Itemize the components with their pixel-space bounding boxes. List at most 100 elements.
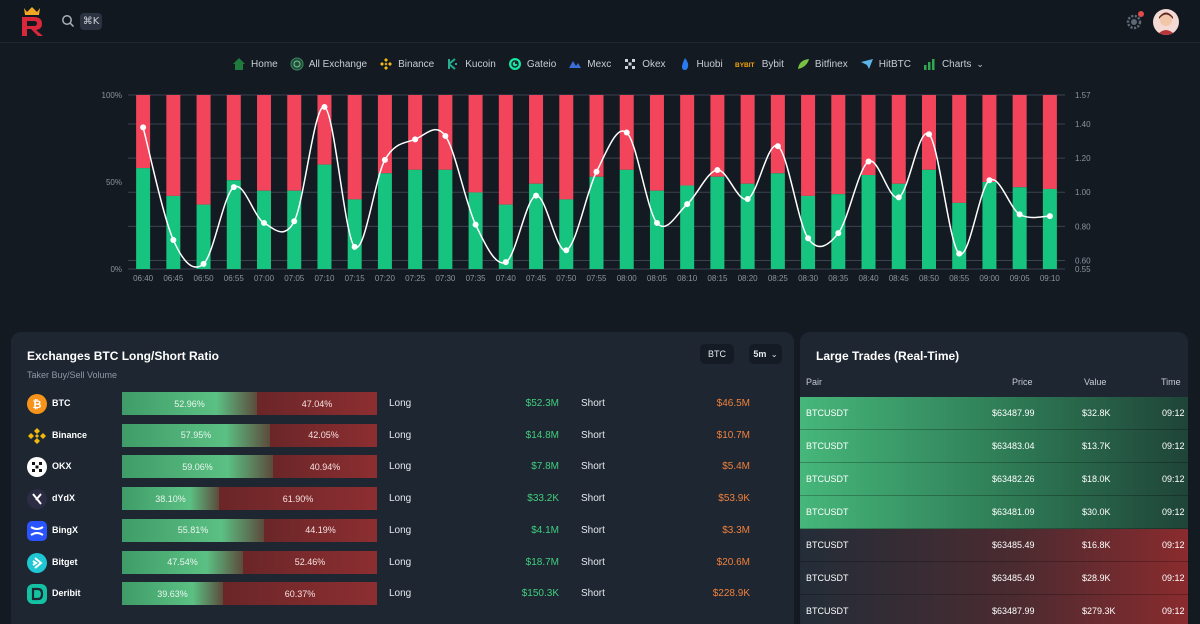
x-axis-tick: 07:10 bbox=[314, 274, 335, 283]
long-value: $18.7M bbox=[525, 556, 559, 568]
mexc-icon bbox=[568, 57, 582, 71]
short-bar bbox=[529, 95, 544, 184]
long-bar bbox=[952, 202, 967, 269]
coin-selector[interactable]: BTC bbox=[700, 344, 734, 364]
nav-item-binance[interactable]: Binance bbox=[379, 57, 434, 71]
short-bar bbox=[1042, 95, 1057, 189]
ratio-bar: 57.95% 42.05% bbox=[122, 423, 377, 447]
x-axis-tick: 08:15 bbox=[707, 274, 728, 283]
nav-item-bybit[interactable]: BYBIT Bybit bbox=[735, 57, 784, 71]
x-axis-tick: 07:30 bbox=[435, 274, 456, 283]
nav-item-bitfinex[interactable]: Bitfinex bbox=[796, 57, 848, 71]
ratio-point bbox=[956, 250, 963, 257]
search-icon[interactable] bbox=[61, 14, 75, 28]
x-axis-tick: 06:50 bbox=[194, 274, 215, 283]
nav-label: All Exchange bbox=[308, 58, 368, 70]
nav-item-hitbtc[interactable]: HitBTC bbox=[860, 57, 911, 71]
trade-time: 09:12 bbox=[1162, 507, 1185, 517]
ratio-point bbox=[653, 219, 660, 226]
ratio-point bbox=[684, 201, 691, 208]
app-logo[interactable] bbox=[18, 6, 46, 38]
ratio-bar: 55.81% 44.19% bbox=[122, 518, 377, 542]
long-value: $7.8M bbox=[531, 461, 559, 473]
trade-time: 09:12 bbox=[1162, 408, 1185, 418]
ratio-point bbox=[895, 194, 902, 201]
nav-item-charts[interactable]: Charts ⌄ bbox=[923, 57, 984, 71]
trade-time: 09:12 bbox=[1162, 441, 1185, 451]
short-label: Short bbox=[581, 556, 605, 568]
trade-time: 09:12 bbox=[1162, 540, 1185, 550]
search-shortcut-badge[interactable]: ⌘K bbox=[80, 13, 102, 30]
long-value: $33.2K bbox=[527, 493, 559, 505]
huobi-icon bbox=[678, 57, 692, 71]
binance-icon bbox=[27, 426, 47, 446]
nav-item-all-exchange[interactable]: All Exchange bbox=[290, 57, 367, 71]
long-bar bbox=[166, 195, 181, 269]
timeframe-dropdown[interactable]: 5m ⌄ bbox=[749, 344, 782, 364]
col-header-time: Time bbox=[1161, 377, 1181, 387]
nav-item-home[interactable]: Home bbox=[232, 57, 278, 71]
long-label: Long bbox=[389, 398, 412, 409]
chart-svg: 1.57 1.40 1.20 1.00 0.80 0.600.55 100% 50% 0% 06:… bbox=[102, 91, 1092, 283]
short-bar bbox=[136, 95, 151, 169]
home-icon bbox=[232, 57, 246, 71]
ratio-point bbox=[351, 243, 358, 250]
x-axis-tick: 09:05 bbox=[1010, 274, 1031, 283]
short-value: $10.7M bbox=[716, 429, 750, 441]
long-pct: 55.81% bbox=[122, 518, 264, 542]
nav-item-gateio[interactable]: Gateio bbox=[508, 57, 556, 71]
ratio-point bbox=[563, 247, 570, 254]
short-bar bbox=[982, 95, 997, 182]
long-bar bbox=[589, 176, 604, 269]
short-value: $5.4M bbox=[722, 461, 750, 473]
charts-icon bbox=[923, 57, 937, 71]
x-axis-tick: 07:15 bbox=[345, 274, 366, 283]
nav-label: Home bbox=[251, 58, 278, 70]
nav-label: Bitfinex bbox=[814, 58, 848, 70]
ratio-point bbox=[1046, 213, 1053, 220]
nav-item-kucoin[interactable]: Kucoin bbox=[446, 57, 496, 71]
col-header-value: Value bbox=[1084, 377, 1107, 387]
long-bar bbox=[770, 173, 785, 269]
long-label: Long bbox=[389, 493, 412, 505]
long-bar bbox=[619, 169, 634, 269]
short-bar bbox=[831, 95, 846, 195]
x-axis-tick: 07:40 bbox=[496, 274, 517, 283]
trade-pair: BTCUSDT bbox=[806, 573, 849, 583]
exchange-name: Deribit bbox=[52, 588, 81, 599]
gear-icon[interactable] bbox=[1126, 14, 1142, 30]
trade-row: BTCUSDT $63482.26 $18.0K 09:12 bbox=[800, 463, 1188, 496]
x-axis-tick: 09:00 bbox=[979, 274, 1000, 283]
long-bar bbox=[801, 195, 816, 269]
right-axis-tick: 1.40 bbox=[1075, 120, 1091, 129]
x-axis-tick: 06:45 bbox=[163, 274, 184, 283]
long-bar bbox=[226, 180, 241, 269]
x-axis-tick: 08:00 bbox=[617, 274, 638, 283]
short-bar bbox=[680, 95, 695, 186]
ratio-point bbox=[623, 129, 630, 136]
short-bar bbox=[952, 95, 967, 203]
timeframe-value: 5m bbox=[753, 349, 767, 359]
nav-item-mexc[interactable]: Mexc bbox=[568, 57, 611, 71]
ratio-point bbox=[472, 221, 479, 228]
nav-item-okex[interactable]: Okex bbox=[623, 57, 666, 71]
x-axis-tick: 07:00 bbox=[254, 274, 275, 283]
exchange-name: BingX bbox=[52, 524, 78, 535]
exchange-row-bingx: BingX 55.81% 44.19% Long $4.1M Short $3.3M bbox=[11, 518, 794, 543]
short-bar bbox=[468, 95, 483, 193]
right-axis-tick: 0.80 bbox=[1075, 222, 1091, 231]
nav-item-huobi[interactable]: Huobi bbox=[678, 57, 723, 71]
x-axis-tick: 08:30 bbox=[798, 274, 819, 283]
trade-row: BTCUSDT $63483.04 $13.7K 09:12 bbox=[800, 430, 1188, 463]
long-label: Long bbox=[389, 524, 412, 536]
exchange-row-bitget: Bitget 47.54% 52.46% Long $18.7M Short $20.6M bbox=[11, 550, 794, 575]
short-label: Short bbox=[581, 493, 605, 505]
trade-price: $63487.99 bbox=[992, 606, 1035, 616]
long-bar bbox=[559, 199, 574, 269]
ratio-point bbox=[986, 177, 993, 184]
long-bar bbox=[649, 190, 664, 269]
short-bar bbox=[347, 95, 362, 200]
x-axis-tick: 08:50 bbox=[919, 274, 940, 283]
short-value: $53.9K bbox=[718, 493, 750, 505]
user-avatar[interactable] bbox=[1153, 9, 1179, 35]
